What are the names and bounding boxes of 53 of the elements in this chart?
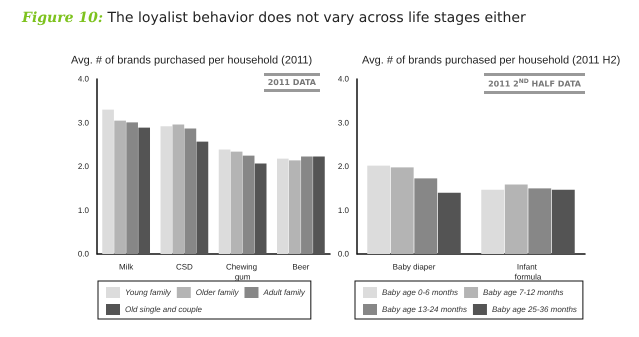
bar [160,126,172,254]
legend-label: Adult family [262,288,306,297]
legend-label: Young family [125,288,172,297]
annotation: 2011 DATA [264,73,320,92]
bar [313,156,325,254]
y-tick-label: 1.0 [338,206,350,215]
legend-label: Old single and couple [125,305,202,314]
bar [390,167,414,254]
x-tick-label: Beer [292,262,310,272]
bar [114,120,126,254]
annotation: 2011 2$^{ND}$ HALF DATA [484,73,585,94]
y-tick-label: 0.0 [78,250,90,258]
bar [230,152,242,254]
y-tick-label: 4.0 [78,74,90,84]
y-tick-label: 2.0 [338,162,350,171]
bar [184,128,196,254]
bar [242,156,254,254]
bar [481,190,504,254]
x-tick-label: CSD [176,262,194,272]
chart-title: Figure 10: The loyalist behavior does not vary across life stages either [22,10,526,26]
legend-label: Older family [196,288,240,297]
legend-label: Baby age 25-36 months [492,305,577,314]
x-tick-label: Milk [119,262,134,272]
y-tick-label: 0.0 [338,250,350,258]
y-tick-label: 3.0 [338,118,350,128]
chart-subtitle: Avg. # of brands purchased per household (2011) [71,54,312,66]
bar [102,110,114,254]
y-tick-label: 3.0 [78,118,90,128]
bar [367,166,390,254]
bar [218,149,230,254]
x-tick-label: Infant formula [514,262,542,282]
bar [138,128,150,254]
bar [504,184,528,254]
bar [196,142,208,254]
bar [289,160,301,254]
x-tick-label: Baby diaper [392,262,436,272]
legend-label: Baby age 13-24 months [382,305,467,314]
y-tick-label: 2.0 [78,162,90,171]
bar [172,124,184,254]
bar [438,192,461,254]
legend-label: Baby age 0-6 months [382,288,458,297]
legend-label: Baby age 7-12 months [483,288,564,297]
bar [301,156,313,254]
chart-subtitle: Avg. # of brands purchased per household (2011 H2) [362,54,620,66]
x-tick-label: Chewing gum [226,262,260,282]
bar [528,188,552,254]
bar [276,158,289,254]
y-tick-label: 4.0 [338,74,350,84]
bar [414,178,438,254]
bar [254,163,267,254]
bar [126,122,138,254]
bar [552,190,575,254]
y-tick-label: 1.0 [78,206,90,215]
